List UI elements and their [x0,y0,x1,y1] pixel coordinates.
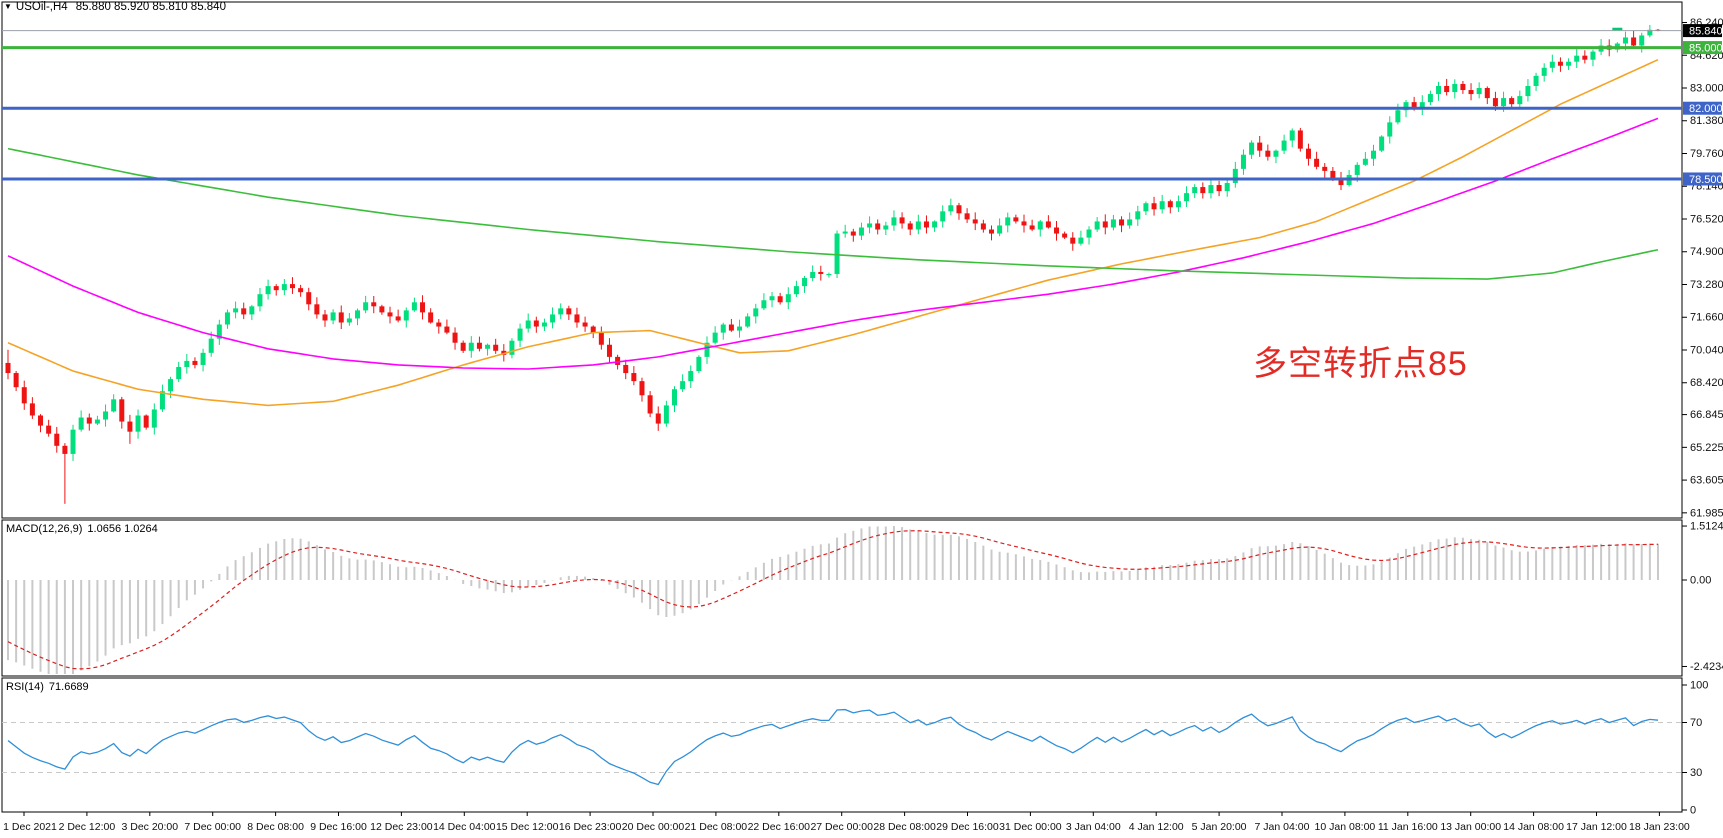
svg-text:8 Dec 08:00: 8 Dec 08:00 [247,821,304,833]
macd-indicator-label: MACD(12,26,9) 1.0656 1.0264 [6,523,158,535]
svg-text:82.000: 82.000 [1689,103,1723,115]
svg-text:2 Dec 12:00: 2 Dec 12:00 [59,821,116,833]
svg-text:30: 30 [1690,767,1702,779]
main-price-panel[interactable] [1,1,1683,519]
svg-text:65.225: 65.225 [1690,442,1723,454]
price-level-tag: 78.500 [1683,172,1723,186]
svg-text:1.5124: 1.5124 [1690,521,1723,533]
svg-text:70: 70 [1690,717,1702,729]
svg-text:-2.4234: -2.4234 [1690,661,1723,673]
chart-text-annotation: 多空转折点85 [1253,345,1468,383]
svg-text:100: 100 [1690,680,1708,692]
svg-text:4 Jan 12:00: 4 Jan 12:00 [1129,821,1184,833]
svg-text:0.00: 0.00 [1690,575,1711,587]
rsi-indicator-label: RSI(14) 71.6689 [6,681,89,693]
ohlc-quote-values: 85.880 85.920 85.810 85.840 [75,1,226,13]
svg-text:79.760: 79.760 [1690,148,1723,160]
svg-text:13 Jan 00:00: 13 Jan 00:00 [1440,821,1501,833]
current-price-tag: 85.840 [1683,24,1723,38]
svg-text:21 Dec 08:00: 21 Dec 08:00 [685,821,748,833]
svg-text:5 Jan 20:00: 5 Jan 20:00 [1192,821,1247,833]
svg-text:61.985: 61.985 [1690,507,1723,519]
svg-text:28 Dec 08:00: 28 Dec 08:00 [873,821,936,833]
svg-text:7 Dec 00:00: 7 Dec 00:00 [184,821,241,833]
svg-text:68.420: 68.420 [1690,377,1723,389]
svg-text:81.380: 81.380 [1690,115,1723,127]
price-axis[interactable]: 86.24084.62083.00081.38079.76078.14076.5… [1682,17,1723,817]
svg-text:22 Dec 16:00: 22 Dec 16:00 [748,821,811,833]
rsi-title: RSI(14) [6,681,44,693]
symbol-timeframe-label: USOil-,H4 [15,1,68,13]
svg-text:66.845: 66.845 [1690,409,1723,421]
svg-text:3 Dec 20:00: 3 Dec 20:00 [121,821,178,833]
svg-text:85.000: 85.000 [1689,43,1723,55]
svg-text:76.520: 76.520 [1690,213,1723,225]
svg-text:1 Dec 2021: 1 Dec 2021 [3,821,57,833]
svg-text:83.000: 83.000 [1690,83,1723,95]
svg-text:27 Dec 00:00: 27 Dec 00:00 [810,821,873,833]
svg-text:15 Dec 12:00: 15 Dec 12:00 [496,821,559,833]
macd-values: 1.0656 1.0264 [87,523,158,535]
svg-text:73.280: 73.280 [1690,279,1723,291]
svg-text:12 Dec 23:00: 12 Dec 23:00 [370,821,433,833]
rsi-panel[interactable] [1,677,1683,813]
svg-text:16 Dec 23:00: 16 Dec 23:00 [559,821,622,833]
svg-text:74.900: 74.900 [1690,246,1723,258]
svg-text:71.660: 71.660 [1690,312,1723,324]
svg-text:20 Dec 00:00: 20 Dec 00:00 [622,821,685,833]
svg-text:85.840: 85.840 [1689,26,1723,38]
svg-text:70.040: 70.040 [1690,344,1723,356]
svg-text:18 Jan 23:00: 18 Jan 23:00 [1629,821,1690,833]
macd-title: MACD(12,26,9) [6,523,83,535]
rsi-value: 71.6689 [48,681,89,693]
macd-panel[interactable] [1,519,1683,677]
symbol-dropdown-icon[interactable]: ▼ [4,2,12,11]
svg-text:3 Jan 04:00: 3 Jan 04:00 [1066,821,1121,833]
price-level-tag: 85.000 [1683,41,1723,55]
svg-text:17 Jan 12:00: 17 Jan 12:00 [1566,821,1627,833]
svg-text:31 Dec 00:00: 31 Dec 00:00 [999,821,1062,833]
svg-text:9 Dec 16:00: 9 Dec 16:00 [310,821,367,833]
svg-text:11 Jan 16:00: 11 Jan 16:00 [1378,821,1438,833]
svg-text:10 Jan 08:00: 10 Jan 08:00 [1315,821,1376,833]
svg-text:63.605: 63.605 [1690,475,1723,487]
price-level-tag: 82.000 [1683,101,1723,115]
svg-text:14 Jan 08:00: 14 Jan 08:00 [1503,821,1564,833]
svg-text:29 Dec 16:00: 29 Dec 16:00 [936,821,999,833]
svg-text:0: 0 [1690,805,1696,817]
time-axis[interactable]: 1 Dec 2021 2 Dec 12:00 3 Dec 20:00 7 Dec 00… [3,812,1690,833]
chart-title: ▼ USOil-,H4 85.880 85.920 85.810 85.840 [4,1,226,13]
svg-text:7 Jan 04:00: 7 Jan 04:00 [1255,821,1310,833]
svg-text:14 Dec 04:00: 14 Dec 04:00 [433,821,496,833]
svg-text:78.500: 78.500 [1689,174,1723,186]
